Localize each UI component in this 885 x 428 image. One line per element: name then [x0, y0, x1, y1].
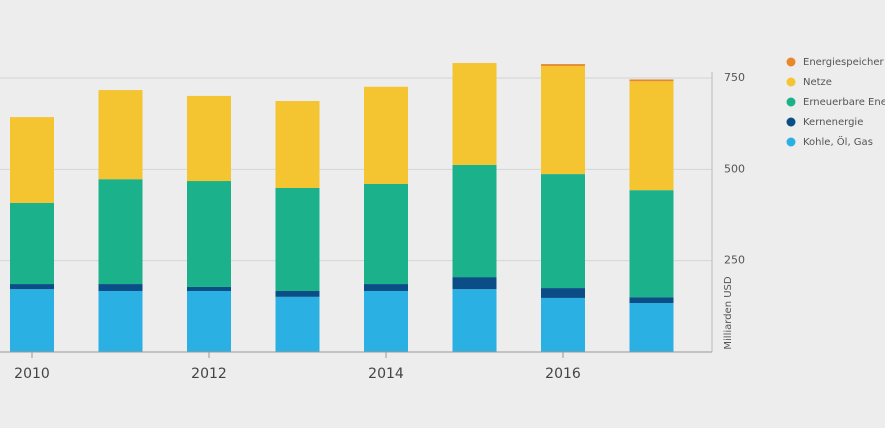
- bar-segment: [541, 64, 585, 66]
- bar-segment: [10, 289, 54, 352]
- bar-segment: [364, 86, 408, 184]
- bar-segment: [541, 288, 585, 298]
- bar-segment: [275, 187, 320, 291]
- bar-segment: [629, 81, 674, 191]
- y-tick-label: 250: [724, 254, 745, 267]
- bar-segment: [629, 79, 674, 82]
- bar-segment: [541, 65, 585, 175]
- y-axis-label: Milliarden USD: [723, 276, 734, 349]
- bar-segment: [98, 179, 143, 285]
- bar-segment: [98, 290, 143, 352]
- y-tick-label: 750: [724, 71, 745, 84]
- legend-marker: [786, 77, 796, 87]
- bar-segment: [541, 297, 585, 352]
- bar-segment: [452, 289, 497, 352]
- bar-segment: [98, 284, 143, 291]
- bar-segment: [10, 284, 54, 290]
- bar-segment: [10, 117, 54, 203]
- x-tick-label: 2014: [368, 366, 404, 382]
- legend-marker: [786, 97, 796, 107]
- legend-marker: [786, 137, 796, 147]
- bar-segment: [275, 101, 320, 188]
- legend-label: Energiespeicher: [803, 57, 884, 68]
- bar-segment: [187, 95, 231, 182]
- bar-segment: [364, 183, 408, 285]
- bar-segment: [187, 290, 231, 352]
- bar-segment: [10, 202, 54, 285]
- legend-label: Kohle, Öl, Gas: [803, 135, 873, 148]
- bar-segment: [364, 284, 408, 291]
- bar-segment: [187, 286, 231, 291]
- x-tick-label: 2010: [14, 366, 50, 382]
- bar-segment: [541, 174, 585, 289]
- bar-segment: [98, 90, 143, 180]
- y-tick-label: 500: [724, 162, 745, 175]
- bar-segment: [364, 290, 408, 352]
- legend-marker: [786, 57, 796, 67]
- x-tick-label: 2016: [545, 366, 581, 382]
- legend-marker: [786, 117, 796, 127]
- legend-label: Erneuerbare Ene: [803, 97, 885, 108]
- bar-segment: [629, 303, 674, 352]
- bar-segment: [452, 277, 497, 290]
- legend-label: Kernenergie: [803, 117, 863, 128]
- bar-segment: [187, 181, 231, 287]
- bar-segment: [275, 296, 320, 352]
- x-tick-label: 2012: [191, 366, 227, 382]
- bar-segment: [452, 63, 497, 165]
- bar-segment: [275, 290, 320, 297]
- bar-segment: [629, 297, 674, 304]
- bar-segment: [629, 190, 674, 298]
- bar-segment: [452, 164, 497, 278]
- legend-label: Netze: [803, 77, 832, 88]
